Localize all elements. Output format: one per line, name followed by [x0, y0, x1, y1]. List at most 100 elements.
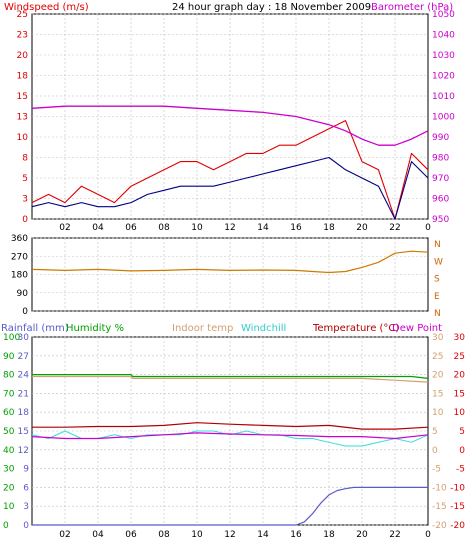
rain-tick-label: 30	[18, 333, 30, 343]
baro-tick-label: 1020	[432, 72, 455, 82]
compass-label: W	[434, 257, 443, 267]
baro-tick-label: 970	[432, 174, 449, 184]
x-tick-label: 06	[125, 223, 137, 233]
direction-panel-lines	[31, 250, 429, 274]
x-tick-label: 12	[224, 223, 235, 233]
wind-tick-label: 18	[17, 72, 29, 82]
x-tick-label: 14	[257, 223, 269, 233]
direction-tick-label: 270	[11, 252, 28, 262]
compass-label: E	[434, 292, 440, 302]
wind-tick-label: 8	[22, 154, 28, 164]
series-dew-line	[31, 432, 429, 440]
temp-far-tick-label: -10	[450, 483, 465, 493]
wind-panel-grid	[32, 13, 428, 220]
series-avg-line	[31, 156, 429, 220]
humidity-tick-label: 70	[3, 389, 15, 399]
rain-tick-label: 18	[18, 408, 30, 418]
series-dir-line	[31, 250, 429, 274]
x-tick-label: 02	[59, 530, 70, 540]
wind-x-ticks: 02 04 06 08 10 12 14 16 18 20 22 0	[59, 223, 431, 233]
legend-temperature: Temperature (°C)	[312, 323, 399, 334]
temp-tick-label: 30	[432, 333, 444, 343]
direction-tick-label: 90	[17, 289, 29, 299]
x-tick-label: 14	[257, 530, 269, 540]
rain-tick-label: 3	[23, 502, 29, 512]
rain-tick-label: 12	[18, 446, 29, 456]
x-tick-label: 22	[389, 530, 400, 540]
humidity-tick-label: 100	[3, 333, 20, 343]
humidity-tick-label: 60	[3, 408, 15, 418]
wind-tick-label: 10	[17, 133, 29, 143]
x-tick-label: 10	[191, 223, 203, 233]
baro-tick-label: 1030	[432, 51, 455, 61]
baro-axis-label: Barometer (hPa)	[371, 2, 453, 13]
wind-panel-lines	[31, 105, 429, 220]
x-tick-label: 18	[323, 223, 335, 233]
wind-tick-label: 13	[17, 113, 28, 123]
temp-far-tick-label: 30	[454, 333, 466, 343]
x-tick-label: 12	[224, 530, 235, 540]
baro-tick-label: 1040	[432, 31, 455, 41]
rain-tick-label: 9	[23, 465, 29, 475]
temperature-panel-lines	[31, 374, 429, 526]
humidity-tick-label: 30	[3, 465, 15, 475]
humidity-tick-label: 0	[3, 521, 9, 531]
temp-tick-label: -10	[432, 483, 447, 493]
wind-tick-label: 25	[17, 10, 28, 20]
x-tick-label: 0	[425, 223, 431, 233]
x-tick-label: 04	[92, 223, 104, 233]
x-tick-label: 02	[59, 223, 70, 233]
legend-rainfall: Rainfall (mm)	[1, 323, 69, 334]
x-tick-label: 08	[158, 223, 170, 233]
direction-y-ticks: 360 270 180 90 0	[11, 234, 28, 317]
direction-tick-label: 0	[22, 307, 28, 317]
temp-tick-label: 15	[432, 389, 443, 399]
x-tick-label: 04	[92, 530, 104, 540]
legend-humidity: Humidity %	[66, 323, 124, 334]
wind-tick-label: 5	[22, 174, 28, 184]
temp-tick-label: -5	[432, 465, 441, 475]
baro-tick-label: 1000	[432, 113, 455, 123]
x-tick-label: 20	[356, 530, 368, 540]
direction-tick-label: 360	[11, 234, 28, 244]
legend-windchill: Windchill	[241, 323, 286, 334]
temp-right-ticks: 30 25 20 15 10 5 0 -5 -10 -15 -20	[432, 333, 447, 531]
temp-far-tick-label: 15	[454, 389, 465, 399]
temp-far-tick-label: -5	[456, 465, 465, 475]
temp-far-tick-label: -20	[450, 521, 465, 531]
series-temp-line	[32, 422, 429, 430]
wind-tick-label: 0	[22, 215, 28, 225]
x-tick-label: 10	[191, 530, 203, 540]
series-hum-line	[32, 374, 429, 379]
temp-tick-label: -15	[432, 502, 447, 512]
temp-far-tick-label: 5	[459, 427, 465, 437]
temperature-x-ticks: 02 04 06 08 10 12 14 16 18 20 22 0	[59, 530, 431, 540]
x-tick-label: 20	[356, 223, 368, 233]
temp-far-tick-label: 0	[459, 446, 465, 456]
x-tick-label: 16	[290, 223, 302, 233]
compass-label: S	[434, 275, 440, 285]
baro-y-ticks: 1050 1040 1030 1020 1010 1000 990 980 970 960 950	[432, 10, 455, 225]
legend-dew-point: Dew Point	[392, 323, 442, 334]
temp-tick-label: -20	[432, 521, 447, 531]
wind-tick-label: 3	[22, 195, 28, 205]
temp-far-tick-label: 25	[454, 352, 465, 362]
direction-panel-grid	[32, 237, 428, 312]
series-baro-line	[31, 105, 429, 146]
humidity-tick-label: 20	[3, 483, 15, 493]
x-tick-label: 0	[425, 530, 431, 540]
wind-y-ticks: 25 23 20 18 15 13 10 8 5 3 0	[17, 10, 29, 225]
temp-far-right-ticks: 30 25 20 15 10 5 0 -5 -10 -15 -20	[450, 333, 465, 531]
rain-tick-label: 0	[23, 521, 29, 531]
baro-tick-label: 950	[432, 215, 449, 225]
compass-label: N	[434, 240, 441, 250]
series-indoor-line	[32, 375, 429, 383]
x-tick-label: 18	[323, 530, 335, 540]
